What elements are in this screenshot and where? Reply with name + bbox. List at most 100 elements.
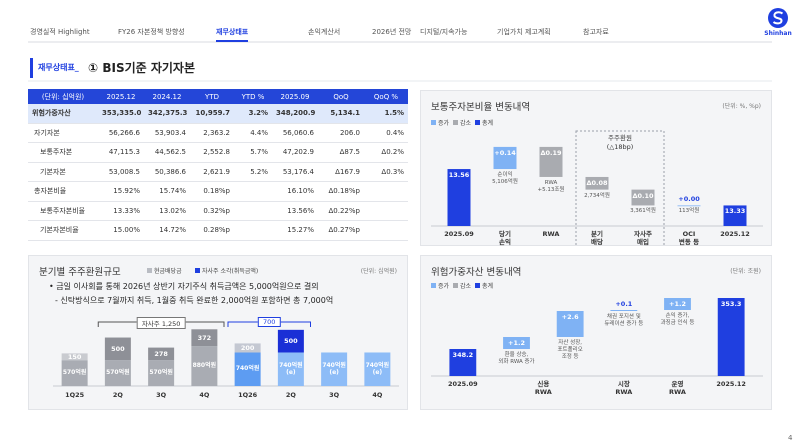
legend-label: 증가 (438, 120, 450, 127)
table-row: 총자본비율 15.92% 15.74% 0.18%p 16.10% Δ0.18%p (28, 181, 408, 202)
bar-segment (364, 352, 391, 386)
table-cell: Δ167.9 (318, 162, 364, 182)
body-text: - 신탁방식으로 7월까지 취득, 1월중 취득 완료한 2,000억원 포함하… (55, 296, 334, 305)
table-row: 보통주자본 47,115.3 44,562.5 2,552.8 5.7% 47,202.9… (28, 142, 408, 163)
table-cell: 기본자본 (28, 162, 98, 182)
value-label: 570억원 (62, 369, 87, 377)
nav-tab: 기업가치 제고계획 (497, 28, 551, 36)
x-tick-label: 3Q (156, 391, 167, 399)
bar (539, 146, 563, 177)
value-label: 13.56 (448, 171, 470, 180)
table-header-cell: 2024.12 (144, 89, 190, 104)
table-cell: 보통주자본비율 (28, 201, 98, 221)
table-cell: 353,335.0 (98, 104, 144, 124)
table-cell: Δ87.5 (318, 142, 364, 163)
value-label: +1.2 (669, 300, 686, 308)
table-cell: 13.02% (144, 201, 190, 221)
nav-tab: 디지털/지속가능 (420, 28, 468, 36)
table-header-cell: YTD % (234, 89, 272, 104)
legend-label: 총계 (482, 120, 494, 127)
value-label: 372 (197, 333, 212, 342)
table-cell: 206.0 (318, 123, 364, 143)
legend-label: 현금배당금 (154, 268, 182, 275)
table-cell: 기본자본비율 (28, 220, 98, 241)
table-cell: 47,115.3 (98, 142, 144, 163)
legend-swatch (453, 120, 458, 125)
x-tick-label: 2025.12 (716, 380, 746, 388)
section-marker (30, 58, 33, 78)
x-tick-label: RWA (542, 230, 560, 238)
annotation: 자사주 1,250 (136, 317, 186, 329)
value-label: Δ0.10 (632, 191, 654, 200)
bar (503, 337, 530, 349)
x-tick-label: 1Q26 (238, 391, 258, 399)
x-tick-label: 당기 손익 (499, 230, 511, 246)
table-cell: 0.32%p (190, 201, 234, 221)
table-header-cell: (단위: 십억원) (28, 89, 98, 104)
panel: 분기별 주주환원규모 현금배당금 자사주 소각(취득금액) (단위: 십억원) • 금일… (28, 255, 408, 410)
table-cell: Δ0.27%p (318, 220, 364, 241)
bar-note: 환율 상승, 외화 RWA 증가 (498, 352, 535, 365)
table-header-cell: QoQ (318, 89, 364, 104)
group-label: 주주환원 (△18bp) (606, 134, 634, 151)
chart-unit: (단위: %, %p) (722, 103, 761, 110)
panel: 보통주자본비율 변동내역 (단위: %, %p) 증가 감소 총계 주주환원 (△18bp… (420, 90, 772, 246)
chart-svg (431, 130, 763, 245)
value-label: 200 (240, 343, 255, 352)
bar-note: 2,734억원 (584, 192, 610, 199)
panel: 위험가중자산 변동내역 (단위: 조원) 증가 감소 총계 신용 RWA 348.2 2025… (420, 255, 772, 410)
bar (723, 205, 747, 226)
table-cell: Δ0.22%p (318, 201, 364, 221)
legend-swatch (431, 120, 436, 125)
table-cell: 5.7% (234, 142, 272, 163)
legend-swatch (475, 120, 480, 125)
group-box (575, 130, 665, 245)
table-cell: 5.2% (234, 162, 272, 182)
table-cell: 14.72% (144, 220, 190, 241)
logo-text: Shinhan (764, 30, 792, 37)
value-label: 740억원 (235, 365, 260, 373)
bar-segment (61, 360, 88, 386)
legend-swatch (147, 268, 152, 273)
x-tick-label: 4Q (372, 391, 383, 399)
table-header-cell: 2025.09 (272, 89, 318, 104)
x-tick-label: OCI 변동 등 (678, 230, 700, 246)
legend-label: 증가 (438, 283, 450, 290)
nav-tab: 재무상태표 (216, 28, 249, 36)
table-row: 보통주자본비율 13.33% 13.02% 0.32%p 13.56% Δ0.22%p (28, 201, 408, 221)
table-cell: 2,621.9 (190, 162, 234, 182)
value-label: 500 (284, 337, 298, 346)
value-label: Δ0.19 (540, 148, 562, 157)
page-number: 4 (788, 434, 793, 442)
table-cell: 자기자본 (28, 123, 98, 143)
data-table: (단위: 십억원) 2025.12 2024.12 YTD YTD % 2025.09 Qo… (28, 89, 408, 241)
bar (610, 310, 638, 311)
legend-label: 감소 (460, 120, 472, 127)
table-cell: 50,386.6 (144, 162, 190, 182)
table-cell: 0.4% (364, 123, 408, 143)
bar-note: 순이익 5,106억원 (492, 172, 518, 186)
table-row: 자기자본 56,266.6 53,903.4 2,363.2 4.4% 56,060.6 2… (28, 123, 408, 143)
legend-swatch (475, 283, 480, 288)
x-tick-label: 2025.12 (720, 230, 750, 238)
bar-note: 채권 포지션 및 듀레이션 증가 등 (604, 314, 644, 327)
table-cell: Δ0.3% (364, 162, 408, 182)
bar (493, 146, 517, 170)
bar (556, 311, 584, 337)
value-label: 13.33 (724, 207, 746, 216)
value-label: 278 (154, 349, 168, 358)
value-label: 570억원 (149, 369, 173, 377)
table-cell (364, 220, 408, 241)
table-cell: 53,176.4 (272, 162, 318, 182)
bar-segment (104, 360, 131, 386)
bar-note: 113억원 (678, 208, 700, 215)
x-tick-label: 자사주 매입 (634, 230, 652, 246)
table-cell: 342,375.3 (144, 104, 190, 124)
table-cell: Δ0.2% (364, 142, 408, 163)
table-cell (234, 201, 272, 221)
x-tick-label: 시장 RWA (615, 380, 633, 396)
bar-segment (234, 352, 261, 386)
section-title: ① BIS기준 자기자본 (88, 61, 196, 75)
legend-label: 자사주 소각(취득금액) (202, 268, 259, 275)
